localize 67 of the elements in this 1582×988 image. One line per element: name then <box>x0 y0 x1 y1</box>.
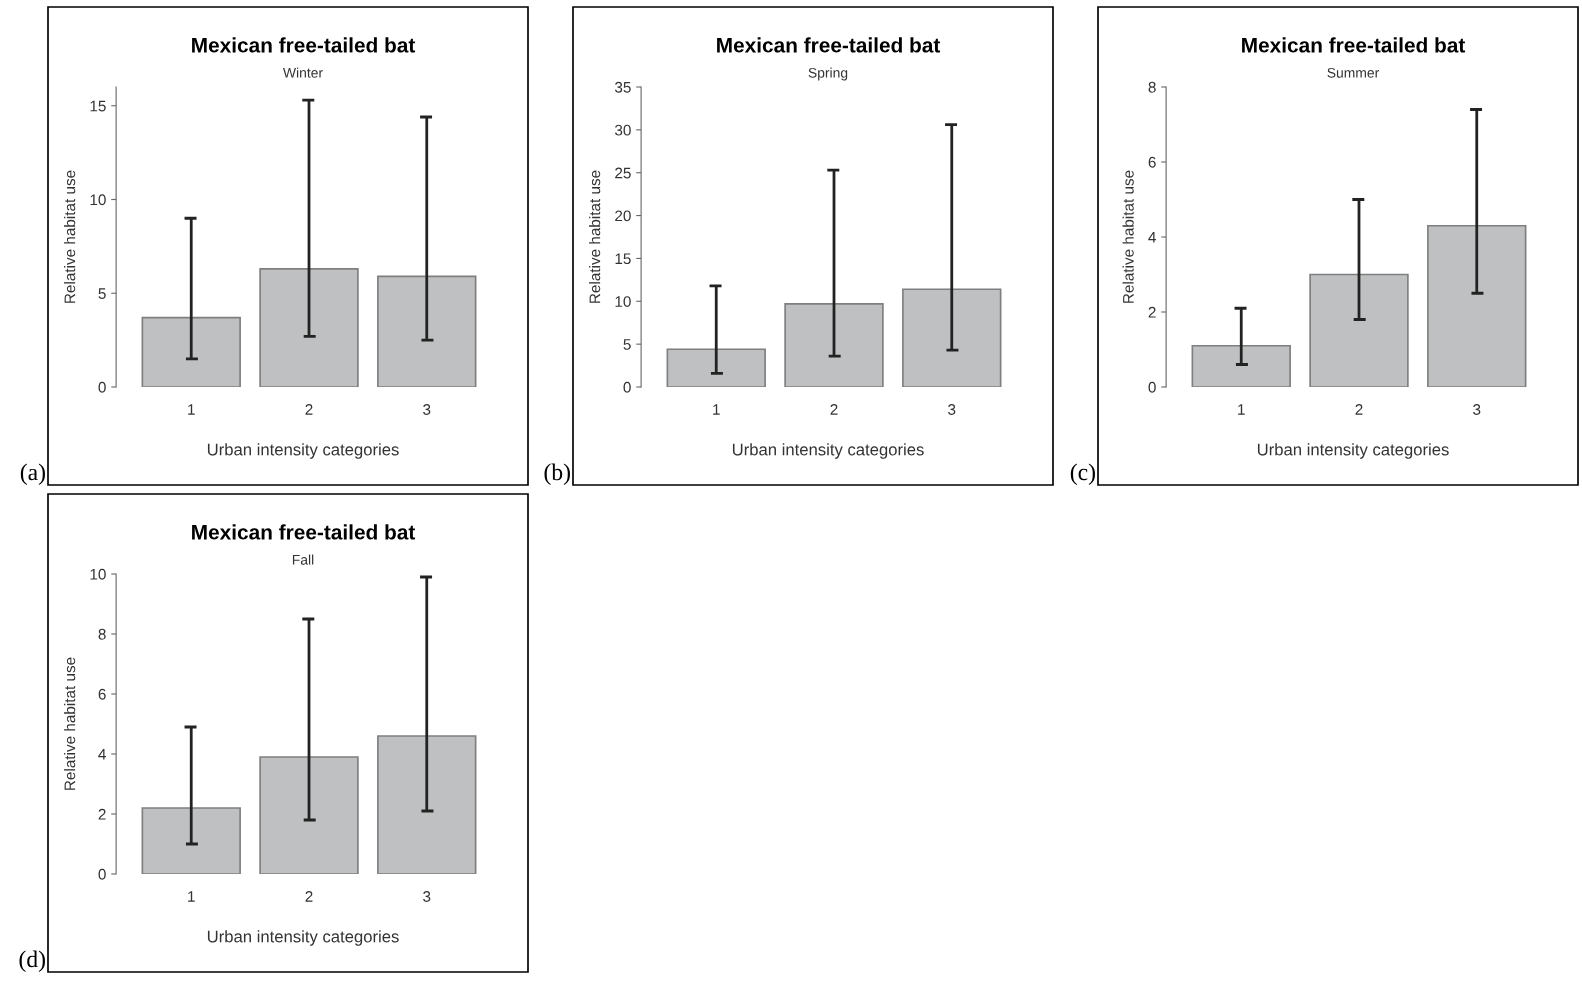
y-tick-label: 8 <box>98 628 106 640</box>
x-tick-label: 2 <box>305 891 313 902</box>
text: (d) <box>19 950 45 972</box>
bar <box>377 275 477 387</box>
y-tick-label: 4 <box>98 749 106 760</box>
x-axis-title: Urban intensity categories <box>1257 443 1449 459</box>
chart-title: Mexican free-tailed bat <box>192 37 416 53</box>
chart-subtitle: Summer <box>1327 67 1380 78</box>
y-tick-label: 10 <box>615 296 631 307</box>
x-tick-label: 3 <box>948 404 956 415</box>
y-tick-label: 5 <box>623 339 631 350</box>
bar <box>902 288 1002 387</box>
y-tick-label: 25 <box>615 167 631 179</box>
x-tick-label: 1 <box>1238 404 1245 415</box>
y-tick-label: 4 <box>1148 232 1156 243</box>
bar <box>1427 224 1527 387</box>
y-tick-label: 15 <box>90 100 106 112</box>
x-tick-label: 2 <box>1355 404 1363 415</box>
bar <box>1191 344 1291 387</box>
y-tick-label: 10 <box>90 568 106 580</box>
x-tick-label: 2 <box>830 404 838 415</box>
y-tick-label: 30 <box>614 124 631 136</box>
y-tick-label: 6 <box>1148 156 1156 168</box>
x-tick-label: 3 <box>1473 404 1481 415</box>
bar <box>141 316 241 387</box>
chart-title: Mexican free-tailed bat <box>192 524 416 540</box>
bar <box>259 756 359 874</box>
bar <box>666 348 766 387</box>
text: (a) <box>20 463 45 485</box>
y-tick-label: 15 <box>615 253 631 265</box>
y-tick-label: 20 <box>615 210 631 222</box>
x-tick-label: 1 <box>713 404 720 415</box>
y-tick-label: 0 <box>623 381 631 393</box>
y-tick-label: 5 <box>98 288 106 299</box>
chart-subtitle: Winter <box>283 67 323 78</box>
text: (c) <box>1070 463 1095 485</box>
chart-title: Mexican free-tailed bat <box>717 37 941 53</box>
bar <box>1309 273 1409 387</box>
y-tick-label: 6 <box>98 688 106 700</box>
y-tick-label: 2 <box>1148 306 1156 318</box>
y-tick-label: 2 <box>98 808 106 820</box>
y-tick-label: 35 <box>614 81 631 93</box>
bar <box>784 303 884 387</box>
y-axis-title: Relative habitat use <box>64 657 76 790</box>
chart-subtitle: Fall <box>292 554 314 565</box>
y-axis-title: Relative habitat use <box>1122 170 1134 303</box>
bar <box>141 807 241 874</box>
bar <box>377 735 477 874</box>
x-tick-label: 1 <box>188 404 195 415</box>
chart-subtitle: Spring <box>808 67 848 81</box>
x-axis-title: Urban intensity categories <box>207 930 399 946</box>
y-axis-title: Relative habitat use <box>589 170 601 303</box>
x-axis-title: Urban intensity categories <box>732 443 924 459</box>
y-tick-label: 8 <box>1148 81 1156 93</box>
x-tick-label: 1 <box>188 891 195 902</box>
text: (b) <box>544 463 570 485</box>
y-tick-label: 0 <box>1148 381 1156 393</box>
x-tick-label: 2 <box>305 404 313 415</box>
y-tick-label: 0 <box>98 868 106 880</box>
x-tick-label: 3 <box>423 404 431 415</box>
x-tick-label: 3 <box>423 891 431 902</box>
x-axis-title: Urban intensity categories <box>207 443 399 459</box>
y-tick-label: 10 <box>90 194 106 206</box>
bar <box>259 268 359 387</box>
chart-title: Mexican free-tailed bat <box>1242 37 1466 53</box>
y-axis-title: Relative habitat use <box>64 170 76 303</box>
y-tick-label: 0 <box>98 381 106 393</box>
